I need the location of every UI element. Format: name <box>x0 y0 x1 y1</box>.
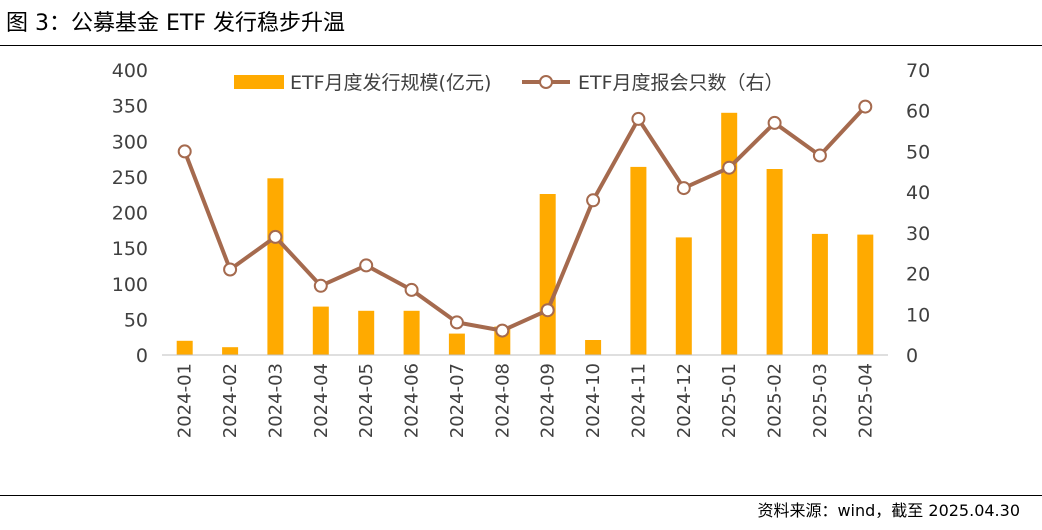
x-tick-2025-04: 2025-04 <box>855 363 876 438</box>
left-tick-300: 300 <box>112 131 148 153</box>
x-tick-2025-03: 2025-03 <box>810 363 831 438</box>
right-tick-0: 0 <box>906 345 918 367</box>
right-tick-60: 60 <box>906 101 930 123</box>
x-tick-2024-11: 2024-11 <box>628 363 649 438</box>
bar-2025-02 <box>766 169 783 355</box>
left-tick-400: 400 <box>112 60 148 82</box>
bar-2024-02 <box>222 347 239 355</box>
left-axis: 0 50 100 150 200 250 300 350 400 <box>112 60 148 367</box>
x-tick-2024-01: 2024-01 <box>175 363 196 438</box>
left-tick-0: 0 <box>136 345 148 367</box>
point-2024-10 <box>586 193 601 208</box>
right-tick-50: 50 <box>906 141 930 163</box>
x-tick-2025-01: 2025-01 <box>719 363 740 438</box>
x-tick-2024-12: 2024-12 <box>674 363 695 438</box>
x-tick-2024-04: 2024-04 <box>311 363 332 438</box>
point-2024-11 <box>631 111 646 126</box>
point-2024-09 <box>540 303 555 318</box>
left-tick-50: 50 <box>124 309 148 331</box>
bar-2024-11 <box>630 166 647 355</box>
bar-2025-01 <box>721 112 738 356</box>
top-rule <box>0 45 1042 46</box>
legend-bar-swatch <box>234 75 284 89</box>
legend: ETF月度发行规模(亿元) ETF月度报会只数（右） <box>234 72 784 94</box>
bar-2024-07 <box>448 333 465 355</box>
left-tick-200: 200 <box>112 203 148 225</box>
source-note: 资料来源：wind，截至 2025.04.30 <box>757 501 1020 520</box>
right-tick-10: 10 <box>906 304 930 326</box>
x-tick-2024-10: 2024-10 <box>583 363 604 438</box>
left-tick-150: 150 <box>112 238 148 260</box>
bar-2024-12 <box>675 237 692 355</box>
series-line <box>182 104 868 333</box>
x-axis: 2024-01 2024-02 2024-03 2024-04 2024-05 2024-… <box>175 363 877 438</box>
bar-2025-04 <box>857 234 874 355</box>
bar-2024-04 <box>312 306 329 355</box>
point-2024-12 <box>676 181 691 196</box>
point-2025-03 <box>812 148 827 163</box>
left-tick-350: 350 <box>112 96 148 118</box>
x-tick-2024-03: 2024-03 <box>265 363 286 438</box>
bar-2024-05 <box>358 310 375 355</box>
point-2025-02 <box>767 115 782 130</box>
x-tick-2024-02: 2024-02 <box>220 363 241 438</box>
x-tick-2024-06: 2024-06 <box>402 363 423 438</box>
x-tick-2024-05: 2024-05 <box>356 363 377 438</box>
figure-title: 图 3：公募基金 ETF 发行稳步升温 <box>6 11 345 36</box>
point-2024-05 <box>359 258 374 273</box>
bar-2024-03 <box>267 178 284 355</box>
point-2024-04 <box>313 278 328 293</box>
right-tick-30: 30 <box>906 223 930 245</box>
point-2025-04 <box>858 99 873 114</box>
right-axis: 0 10 20 30 40 50 60 70 <box>906 60 930 367</box>
left-tick-100: 100 <box>112 274 148 296</box>
x-tick-2025-02: 2025-02 <box>765 363 786 438</box>
chart: ETF月度发行规模(亿元) ETF月度报会只数（右） 0501001502002… <box>112 60 930 438</box>
line-layer <box>177 99 873 338</box>
bar-2024-01 <box>176 340 193 356</box>
point-2025-01 <box>722 160 737 175</box>
legend-line-label: ETF月度报会只数（右） <box>578 72 784 94</box>
bar-2024-10 <box>585 340 602 355</box>
legend-bar-label: ETF月度发行规模(亿元) <box>290 72 491 94</box>
x-tick-2024-07: 2024-07 <box>447 363 468 438</box>
point-2024-08 <box>495 323 510 338</box>
x-tick-2024-08: 2024-08 <box>492 363 513 438</box>
right-tick-20: 20 <box>906 264 930 286</box>
x-tick-2024-09: 2024-09 <box>538 363 559 438</box>
bottom-rule <box>0 495 1042 496</box>
left-tick-250: 250 <box>112 167 148 189</box>
right-tick-40: 40 <box>906 182 930 204</box>
bar-2024-09 <box>539 194 556 355</box>
point-2024-06 <box>404 282 419 297</box>
legend-line-marker <box>539 75 553 89</box>
point-2024-01 <box>177 144 192 159</box>
right-tick-70: 70 <box>906 60 930 82</box>
point-2024-03 <box>268 229 283 244</box>
point-2024-07 <box>449 315 464 330</box>
bar-2025-03 <box>811 233 828 355</box>
point-2024-02 <box>223 262 238 277</box>
bar-2024-06 <box>403 310 420 355</box>
